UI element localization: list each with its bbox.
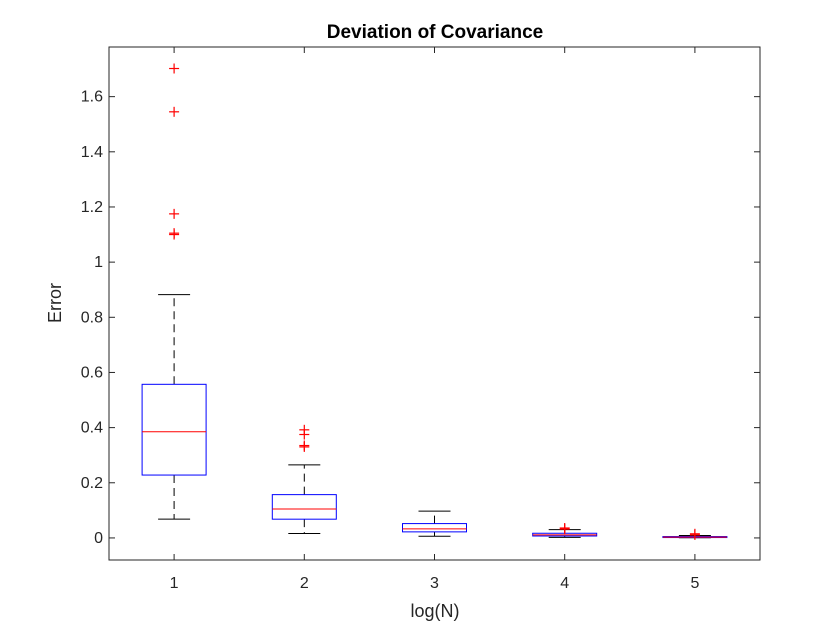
y-tick-label: 1.6 <box>81 89 103 106</box>
y-tick-label: 0.2 <box>81 475 103 492</box>
y-tick-label: 0 <box>94 530 103 547</box>
x-tick-label: 5 <box>690 575 699 592</box>
box-group-2 <box>271 424 337 535</box>
y-tick-label: 0.4 <box>81 420 103 437</box>
y-tick-label: 0.8 <box>81 309 103 326</box>
box-group-1 <box>141 63 207 520</box>
y-tick-label: 1.2 <box>81 199 103 216</box>
outlier-marker <box>689 528 700 539</box>
outlier-marker <box>299 440 310 451</box>
box-group-4 <box>532 523 598 538</box>
y-tick-label: 0.6 <box>81 364 103 381</box>
box-group-5 <box>662 528 728 540</box>
x-tick-label: 3 <box>430 575 439 592</box>
outlier-marker <box>169 228 180 239</box>
iqr-box <box>141 383 207 476</box>
y-axis-label: Error <box>45 283 65 323</box>
chart-title: Deviation of Covariance <box>327 22 543 43</box>
outlier-marker <box>169 106 180 117</box>
iqr-box <box>402 523 467 533</box>
iqr-box <box>271 494 337 520</box>
x-tick-label: 1 <box>170 575 179 592</box>
box-series <box>141 63 728 540</box>
x-tick-label: 2 <box>300 575 309 592</box>
x-axis-label: log(N) <box>410 601 459 621</box>
outlier-marker <box>169 63 180 74</box>
x-axis: 1 2 3 4 5 <box>170 47 699 592</box>
y-tick-label: 1.4 <box>81 144 103 161</box>
outlier-marker <box>169 208 180 219</box>
y-axis: 0 0.2 0.4 0.6 0.8 1 1.2 1.4 1.6 <box>81 89 760 547</box>
y-tick-label: 1 <box>94 254 103 271</box>
box-group-3 <box>402 510 467 537</box>
plot-area-frame <box>108 46 761 561</box>
x-tick-label: 4 <box>560 575 569 592</box>
outlier-marker <box>299 424 310 435</box>
outlier-marker <box>559 523 570 534</box>
